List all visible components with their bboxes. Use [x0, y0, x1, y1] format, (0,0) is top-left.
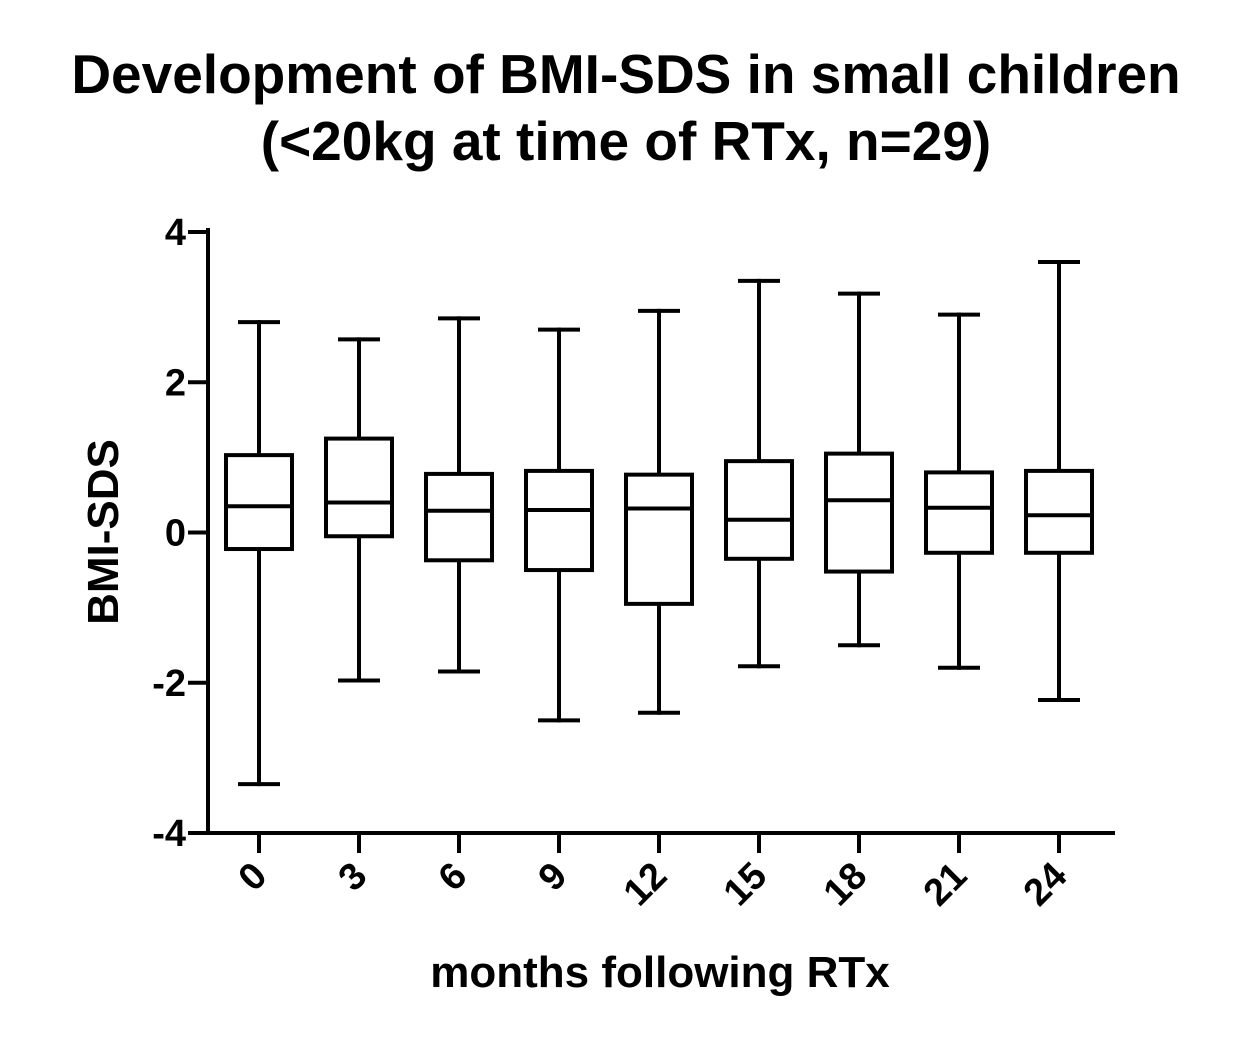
y-axis-label: BMI-SDS: [79, 439, 128, 625]
box-15: [724, 278, 794, 669]
x-tick-label-21: 21: [916, 855, 976, 915]
iqr-box-24: [1024, 468, 1094, 555]
iqr-box-9: [524, 468, 594, 573]
iqr-box-0: [224, 453, 294, 552]
box-0: [224, 320, 294, 787]
y-tick-label--4: -4: [152, 813, 186, 855]
y-tick-label-2: 2: [165, 362, 186, 404]
x-tick-label-6: 6: [431, 855, 476, 900]
x-tick-label-0: 0: [231, 855, 276, 900]
x-tick-label-12: 12: [616, 855, 676, 915]
boxes: [224, 260, 1094, 787]
iqr-box-18: [824, 451, 894, 574]
chart-title: Development of BMI-SDS in small children: [71, 43, 1180, 105]
iqr-box-6: [424, 471, 494, 563]
box-12: [624, 308, 694, 715]
box-18: [824, 291, 894, 648]
x-tick-label-9: 9: [531, 855, 576, 900]
box-6: [424, 316, 494, 674]
x-tick-label-18: 18: [816, 855, 876, 915]
x-tick-label-24: 24: [1016, 855, 1076, 915]
x-tick-label-3: 3: [331, 855, 376, 900]
iqr-box-21: [924, 470, 994, 555]
box-9: [524, 327, 594, 723]
y-tick-label-4: 4: [165, 212, 186, 254]
y-tick-label-0: 0: [165, 513, 186, 555]
iqr-box-15: [724, 459, 794, 561]
iqr-box-3: [324, 436, 394, 539]
x-tick-label-15: 15: [716, 855, 776, 915]
iqr-box-12: [624, 472, 694, 606]
chart-subtitle: (<20kg at time of RTx, n=29): [261, 110, 992, 172]
y-tick-label--2: -2: [152, 663, 186, 705]
box-21: [924, 312, 994, 670]
x-axis-label: months following RTx: [430, 948, 890, 997]
box-3: [324, 337, 394, 683]
box-24: [1024, 260, 1094, 703]
